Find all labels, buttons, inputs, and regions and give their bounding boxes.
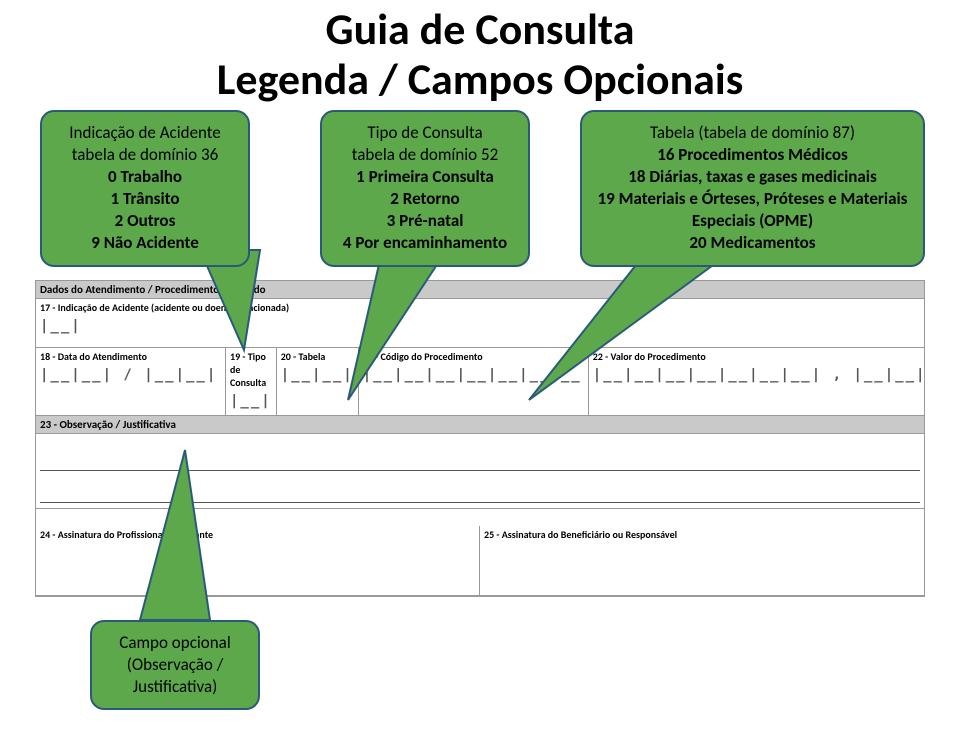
callout-table-item-1: 18 Diárias, taxas e gases medicinais (596, 166, 909, 188)
field21-label: 21 - Código do Procedimento (363, 350, 584, 363)
callout-consult-item-1: 2 Retorno (336, 188, 514, 210)
callout-consult-sub: tabela de domínio 52 (336, 144, 514, 166)
callout-optional: Campo opcional (Observação / Justificati… (90, 620, 260, 710)
callout-accident-item-0: 0 Trabalho (56, 166, 234, 188)
callout-consult-item-3: 4 Por encaminhamento (336, 232, 514, 254)
section1-header: Dados do Atendimento / Procedimento Real… (36, 281, 924, 299)
callout-accident-item-1: 1 Trânsito (56, 188, 234, 210)
callout-table-item-3: 20 Medicamentos (596, 232, 909, 254)
callout-table-heading: Tabela (tabela de domínio 87) (596, 122, 909, 144)
callout-table-item-0: 16 Procedimentos Médicos (596, 144, 909, 166)
field20-label: 20 - Tabela (281, 350, 354, 363)
callout-accident-sub: tabela de domínio 36 (56, 144, 234, 166)
field17-input[interactable]: |__| (40, 318, 920, 334)
field23-input[interactable] (36, 434, 924, 508)
callout-table-item-2: 19 Materiais e Órteses, Próteses e Mater… (596, 188, 909, 232)
callout-consult-item-0: 1 Primeira Consulta (336, 166, 514, 188)
callout-consult-heading: Tipo de Consulta (336, 122, 514, 144)
field22-label: 22 - Valor do Procedimento (593, 350, 927, 363)
callout-optional-heading: Campo opcional (106, 632, 244, 654)
field25-label: 25 - Assinatura do Beneficiário ou Respo… (484, 528, 920, 541)
callout-table: Tabela (tabela de domínio 87) 16 Procedi… (580, 110, 925, 267)
field19-input[interactable]: |__| (230, 393, 272, 409)
field21-input[interactable]: |__|__|__|__|__|__|__|__|__|__| (363, 367, 584, 383)
field20-input[interactable]: |__|__| (281, 367, 354, 383)
callout-accident-heading: Indicação de Acidente (56, 122, 234, 144)
field23-label: 23 - Observação / Justificativa (36, 416, 924, 434)
field17-label: 17 - Indicação de Acidente (acidente ou … (40, 301, 920, 314)
callout-accident-item-3: 9 Não Acidente (56, 232, 234, 254)
callout-accident-item-2: 2 Outros (56, 210, 234, 232)
callout-optional-item-1: Justificativa) (106, 676, 244, 698)
callout-consult-item-2: 3 Pré-natal (336, 210, 514, 232)
form-area: Dados do Atendimento / Procedimento Real… (35, 280, 925, 597)
callout-accident: Indicação de Acidente tabela de domínio … (40, 110, 250, 267)
field22-input[interactable]: |__|__|__|__|__|__|__| , |__|__| (593, 367, 927, 383)
callout-optional-item-0: (Observação / (106, 654, 244, 676)
field18-label: 18 - Data do Atendimento (40, 350, 221, 363)
field19-label: 19 - Tipo de Consulta (230, 350, 272, 389)
page-title-line1: Guia de Consulta (0, 2, 960, 56)
field18-input[interactable]: |__|__| / |__|__| / |__|__|__|__| (40, 367, 221, 383)
field24-label: 24 - Assinatura do Profissional Executan… (40, 528, 475, 541)
callout-consult-type: Tipo de Consulta tabela de domínio 52 1 … (320, 110, 530, 267)
page-title-line2: Legenda / Campos Opcionais (0, 52, 960, 106)
